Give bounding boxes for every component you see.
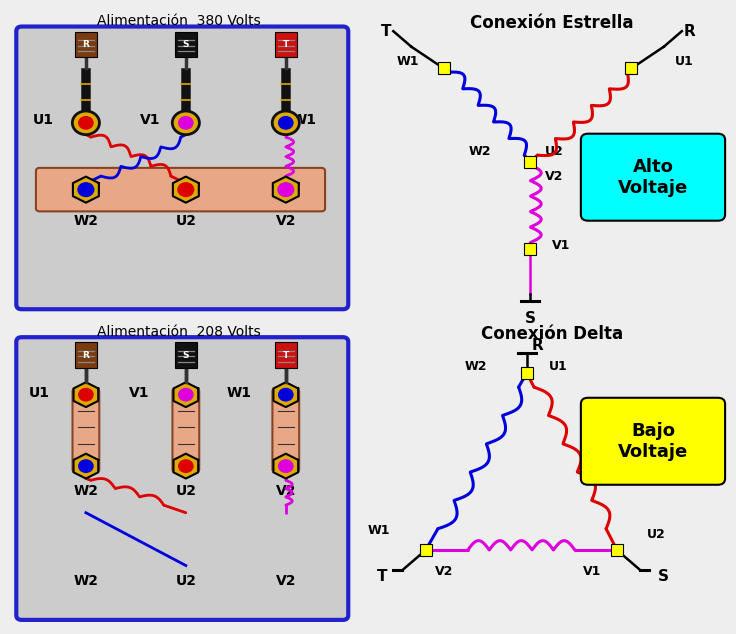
- Text: Alto
Voltaje: Alto Voltaje: [618, 158, 688, 197]
- Circle shape: [278, 183, 294, 197]
- Polygon shape: [273, 177, 299, 203]
- Text: U2: U2: [175, 574, 197, 588]
- Text: R: R: [683, 23, 695, 39]
- Circle shape: [272, 111, 300, 134]
- FancyBboxPatch shape: [275, 342, 297, 368]
- Polygon shape: [174, 382, 198, 407]
- Text: S: S: [658, 569, 669, 584]
- Circle shape: [279, 117, 293, 129]
- Circle shape: [179, 117, 193, 129]
- FancyBboxPatch shape: [581, 398, 725, 485]
- Circle shape: [72, 111, 99, 134]
- Text: V1: V1: [552, 238, 570, 252]
- Text: U2: U2: [545, 145, 564, 158]
- Text: U2: U2: [647, 527, 666, 541]
- Text: Bajo
Voltaje: Bajo Voltaje: [618, 422, 688, 461]
- FancyBboxPatch shape: [75, 342, 96, 368]
- Circle shape: [79, 460, 93, 472]
- Text: W2: W2: [74, 214, 99, 228]
- FancyBboxPatch shape: [82, 68, 91, 118]
- Text: W2: W2: [465, 360, 487, 373]
- FancyBboxPatch shape: [73, 389, 99, 472]
- FancyBboxPatch shape: [175, 342, 197, 368]
- Polygon shape: [273, 454, 298, 479]
- FancyBboxPatch shape: [272, 389, 299, 472]
- FancyBboxPatch shape: [36, 168, 325, 211]
- FancyBboxPatch shape: [275, 32, 297, 57]
- FancyBboxPatch shape: [581, 134, 725, 221]
- Text: Conexión Estrella: Conexión Estrella: [470, 14, 634, 32]
- Text: S: S: [183, 40, 189, 49]
- Text: T: T: [283, 351, 289, 359]
- FancyBboxPatch shape: [16, 337, 348, 620]
- Text: U1: U1: [548, 360, 567, 373]
- Text: V1: V1: [130, 386, 149, 400]
- Polygon shape: [174, 454, 198, 479]
- Circle shape: [179, 389, 193, 401]
- Text: U1: U1: [29, 386, 50, 400]
- Text: Conexión Delta: Conexión Delta: [481, 325, 623, 343]
- Text: V1: V1: [140, 113, 160, 127]
- Circle shape: [172, 111, 199, 134]
- Text: R: R: [531, 338, 543, 353]
- Text: U1: U1: [675, 55, 693, 68]
- Text: Alimentación  380 Volts: Alimentación 380 Volts: [97, 14, 261, 28]
- Text: W1: W1: [227, 386, 252, 400]
- FancyBboxPatch shape: [75, 32, 96, 57]
- Circle shape: [79, 117, 93, 129]
- Text: V2: V2: [545, 171, 563, 183]
- Text: V2: V2: [435, 565, 453, 578]
- Text: Alimentación  208 Volts: Alimentación 208 Volts: [97, 325, 261, 339]
- Text: U2: U2: [175, 484, 197, 498]
- Text: W1: W1: [368, 524, 390, 538]
- Circle shape: [179, 460, 193, 472]
- Circle shape: [79, 389, 93, 401]
- FancyBboxPatch shape: [172, 389, 199, 472]
- FancyBboxPatch shape: [281, 68, 290, 118]
- Text: T: T: [283, 40, 289, 49]
- Text: U2: U2: [175, 214, 197, 228]
- Text: W2: W2: [469, 145, 491, 158]
- Text: V2: V2: [275, 214, 296, 228]
- Text: V1: V1: [582, 565, 601, 578]
- Circle shape: [178, 183, 194, 197]
- Text: W2: W2: [74, 484, 99, 498]
- Text: S: S: [525, 311, 536, 327]
- Text: W1: W1: [291, 113, 316, 127]
- Text: W1: W1: [397, 55, 419, 68]
- Circle shape: [279, 389, 293, 401]
- FancyBboxPatch shape: [16, 27, 348, 309]
- Polygon shape: [273, 382, 298, 407]
- Circle shape: [279, 460, 293, 472]
- Text: T: T: [381, 23, 392, 39]
- Text: W2: W2: [74, 574, 99, 588]
- Circle shape: [78, 183, 93, 197]
- Polygon shape: [74, 454, 99, 479]
- FancyBboxPatch shape: [181, 68, 191, 118]
- Polygon shape: [173, 177, 199, 203]
- Text: T: T: [378, 569, 388, 584]
- Text: V2: V2: [275, 574, 296, 588]
- Text: R: R: [82, 40, 89, 49]
- Text: S: S: [183, 351, 189, 359]
- Text: U1: U1: [32, 113, 54, 127]
- Text: R: R: [82, 351, 89, 359]
- Polygon shape: [73, 177, 99, 203]
- Text: V2: V2: [275, 484, 296, 498]
- Polygon shape: [74, 382, 99, 407]
- FancyBboxPatch shape: [175, 32, 197, 57]
